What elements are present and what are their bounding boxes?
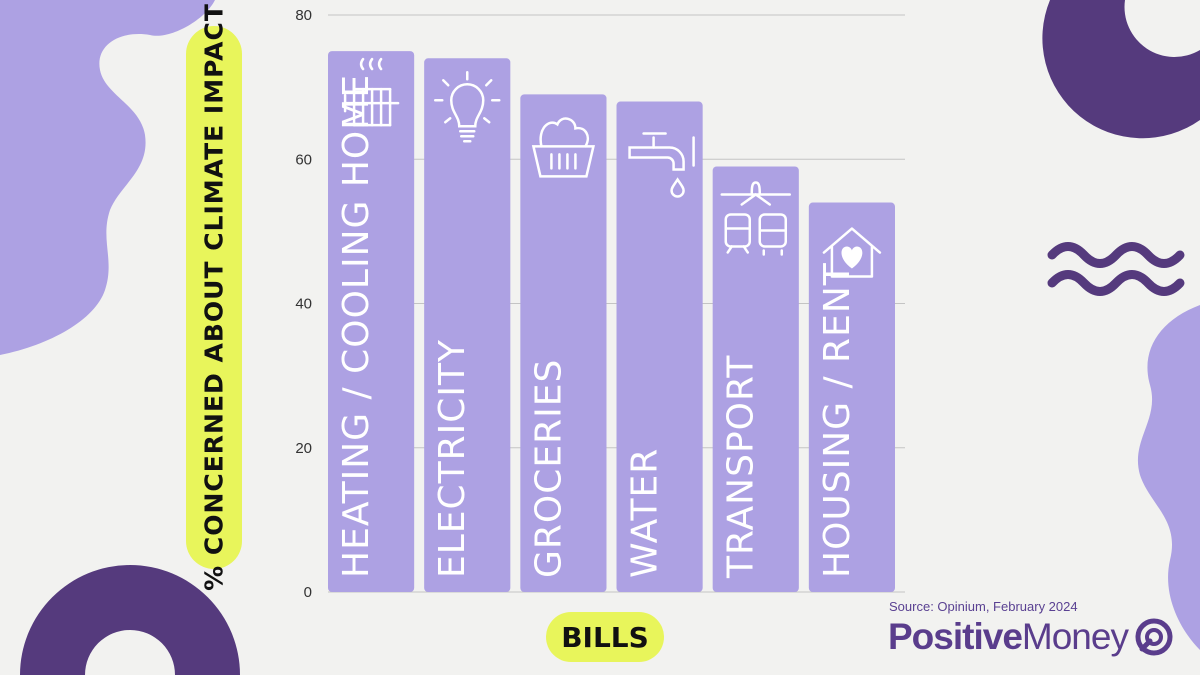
bar-group: TRANSPORT [712,166,799,592]
blob-top-left [0,0,215,355]
y-axis-label-pill [186,26,242,569]
house-heart-icon [822,227,882,278]
bar-label: ELECTRICITY [432,339,473,578]
bar-label: GROCERIES [528,359,569,578]
bar [712,166,799,592]
brand-name-regular: Money [1021,616,1129,657]
bar [616,101,703,593]
y-tick-label: 80 [295,7,312,24]
grocery-basket-icon [531,117,595,178]
lightbulb-icon [434,71,501,143]
radiator-icon [343,57,400,127]
bar-group: GROCERIES [520,94,607,593]
bar [424,58,511,592]
bar-group: HEATING / COOLING HOME [328,51,415,592]
bar-label: WATER [625,448,666,578]
bar [328,51,415,592]
x-axis-label: BILLS [546,612,664,662]
bar [808,202,895,592]
arc-top-right [1042,0,1200,139]
bar-label: HEATING / COOLING HOME [336,74,377,578]
bar-group: ELECTRICITY [424,58,511,592]
brand-name: PositiveMoney [888,616,1129,658]
bar-label: HOUSING / RENT [817,262,858,578]
y-tick-label: 60 [295,151,312,168]
wave-lines [1047,242,1185,296]
y-tick-label: 20 [295,440,312,457]
blob-bottom-right [1137,305,1200,650]
brand-mark-icon [1135,618,1173,656]
brand-logo: PositiveMoney [888,616,1174,658]
y-tick-label: 0 [304,584,312,601]
bar [520,94,607,593]
water-tap-icon [628,132,695,198]
bar-label: TRANSPORT [721,355,762,579]
y-tick-label: 40 [295,296,312,313]
bar-group: HOUSING / RENT [808,202,895,592]
transport-icon [720,181,791,256]
brand-name-bold: Positive [888,616,1023,657]
arc-bottom-left [20,565,240,675]
source-note: Source: Opinium, February 2024 [889,599,1078,614]
bar-group: WATER [616,101,703,593]
